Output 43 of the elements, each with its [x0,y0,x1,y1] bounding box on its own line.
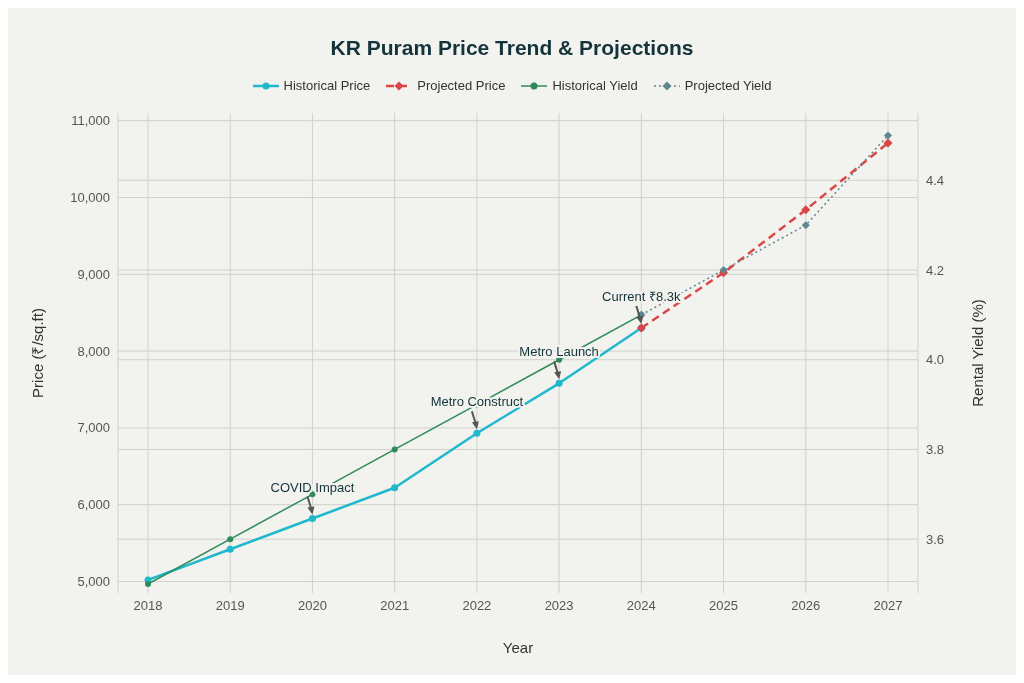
x-tick-label: 2024 [626,598,656,614]
legend-label: Projected Yield [684,78,772,93]
point [308,515,316,522]
x-tick-label: 2020 [297,598,327,614]
annotation: Current ₹8.3k [602,289,682,305]
chart-title: KR Puram Price Trend & Projections [329,36,695,60]
y-tick-label: 7,000 [77,420,110,436]
x-tick-label: 2022 [462,598,492,614]
y2-axis-title: Rental Yield (%) [969,299,987,407]
y2-tick-label: 4.2 [926,262,945,278]
x-axis-title: Year [502,639,534,656]
x-tick-label: 2027 [873,598,903,614]
x-tick-label: 2018 [133,598,163,614]
x-tick-label: 2025 [709,598,739,614]
point [801,221,810,230]
point [391,484,399,492]
y-tick-label: 6,000 [77,497,110,513]
x-tick-label: 2021 [380,598,410,614]
y2-tick-label: 3.6 [926,531,945,547]
y-tick-label: 8,000 [77,343,110,359]
point [801,205,811,215]
x-tick-label: 2023 [544,598,574,614]
legend-label: Historical Price [283,78,371,93]
point [226,545,234,553]
legend-label: Historical Yield [552,78,638,93]
y-tick-label: 5,000 [77,574,110,590]
point [555,379,563,387]
point [883,138,893,148]
x-tick-label: 2026 [791,598,821,614]
point [473,429,481,437]
y-tick-label: 11,000 [71,113,110,129]
point [227,536,234,543]
point [391,446,398,453]
point [145,581,151,588]
y2-tick-label: 4.0 [926,352,945,368]
x-tick-label: 2019 [215,598,245,614]
y-tick-label: 10,000 [70,190,110,206]
legend-label: Projected Price [417,78,506,93]
y-tick-label: 9,000 [77,266,110,282]
y-axis-title: Price (₹/sq.ft) [29,308,47,398]
point [884,131,892,140]
y2-tick-label: 3.8 [926,442,945,458]
y2-tick-label: 4.4 [926,172,945,188]
